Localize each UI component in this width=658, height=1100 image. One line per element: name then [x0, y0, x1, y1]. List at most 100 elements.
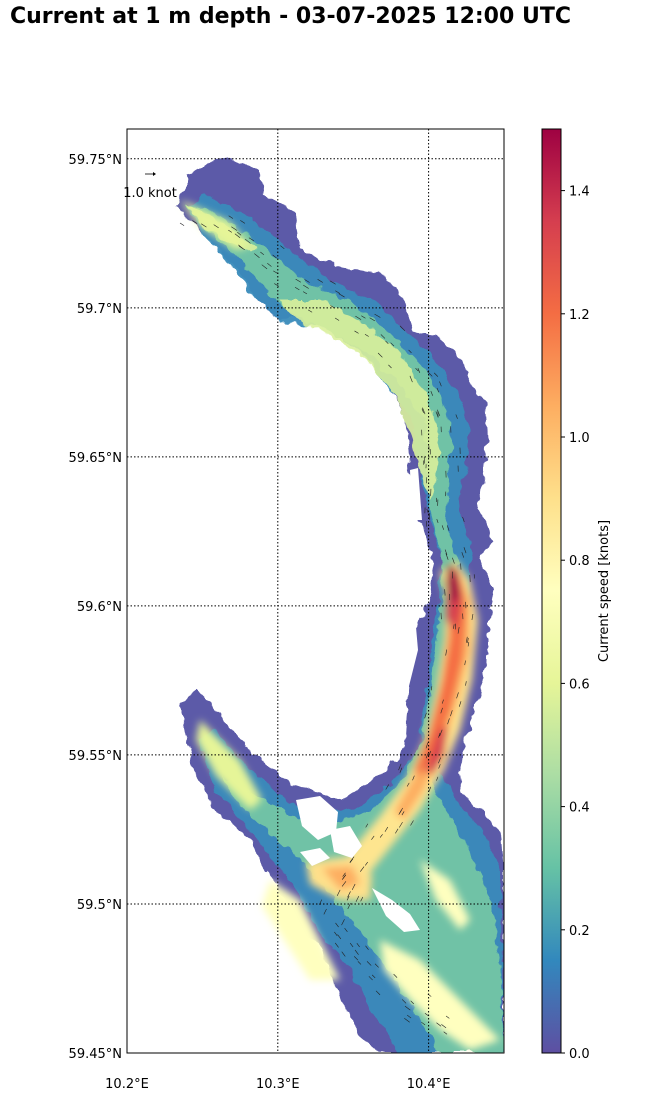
current-arrow	[433, 372, 439, 377]
current-arrow	[409, 375, 413, 383]
current-arrow	[445, 553, 449, 560]
current-arrow	[364, 333, 369, 337]
current-arrow	[408, 349, 412, 354]
current-arrow	[338, 293, 345, 298]
current-arrow	[355, 315, 362, 320]
current-arrow	[462, 516, 465, 523]
current-arrow	[344, 927, 348, 933]
current-arrow	[390, 342, 395, 347]
current-arrow	[368, 976, 373, 981]
current-arrow	[437, 409, 441, 417]
current-arrow	[360, 866, 365, 872]
current-arrow	[335, 290, 341, 294]
current-arrow	[201, 223, 207, 228]
lat-tick-label: 59.55°N	[69, 749, 122, 764]
current-arrow	[427, 371, 433, 377]
current-arrow	[393, 973, 398, 978]
current-arrow	[365, 823, 369, 828]
current-arrow	[406, 782, 410, 787]
current-arrow	[421, 408, 424, 413]
current-arrow	[467, 637, 469, 643]
current-arrow	[388, 364, 392, 369]
current-arrow	[445, 1015, 450, 1019]
current-arrow	[294, 287, 300, 291]
current-arrow	[274, 283, 280, 287]
current-arrow	[407, 1014, 412, 1019]
current-arrow	[439, 729, 443, 737]
current-arrow	[365, 945, 369, 950]
current-arrow	[385, 340, 389, 345]
current-arrow	[366, 961, 372, 966]
latitude-tick-labels: 59.45°N 59.5°N 59.55°N 59.6°N 59.65°N 59.7°N 5…	[69, 153, 122, 1062]
current-arrow	[238, 244, 243, 249]
current-arrow	[330, 305, 335, 308]
current-arrow	[371, 974, 376, 979]
current-arrow	[377, 352, 383, 358]
current-arrow	[228, 215, 234, 219]
current-arrow	[341, 951, 346, 957]
current-arrow	[342, 872, 346, 877]
current-arrow	[412, 775, 415, 781]
lat-tick-label: 59.6°N	[77, 600, 122, 615]
current-arrow	[465, 681, 467, 686]
current-arrow	[401, 999, 407, 1004]
current-arrow	[424, 712, 427, 719]
current-arrow	[436, 519, 439, 524]
current-arrow	[361, 315, 366, 319]
current-arrow	[260, 251, 265, 256]
current-arrow	[452, 557, 455, 564]
lat-tick-label: 59.5°N	[77, 898, 122, 913]
current-arrow	[398, 763, 402, 771]
current-arrow	[421, 1021, 426, 1026]
current-arrow	[354, 330, 359, 334]
colorbar-label: Current speed [knots]	[597, 520, 612, 662]
current-arrow	[428, 750, 432, 756]
current-arrow	[464, 660, 466, 666]
current-arrow	[380, 334, 386, 339]
current-arrow	[440, 707, 443, 714]
current-arrow	[355, 896, 360, 902]
current-arrow	[461, 552, 465, 558]
current-arrow	[456, 692, 459, 699]
current-arrow	[353, 956, 359, 961]
current-arrow	[404, 1018, 410, 1023]
current-arrow	[395, 828, 399, 834]
current-arrow	[341, 881, 347, 887]
current-arrow	[426, 508, 429, 514]
current-arrow	[425, 753, 429, 759]
current-arrow	[261, 264, 268, 270]
current-arrow	[346, 895, 350, 901]
current-arrow	[441, 1024, 447, 1029]
current-arrow	[453, 624, 455, 629]
current-arrows	[179, 215, 475, 1035]
current-arrow	[455, 414, 458, 419]
colorbar-tick-label: 1.4	[569, 185, 590, 200]
current-arrow	[410, 820, 414, 826]
islands	[296, 468, 422, 932]
current-arrow	[334, 942, 339, 948]
current-arrow	[375, 990, 381, 996]
current-arrow	[272, 254, 277, 259]
current-arrow	[444, 549, 448, 555]
current-arrow	[349, 942, 354, 948]
current-arrow	[436, 776, 439, 781]
colorbar: 0.0 0.2 0.4 0.6 0.8 1.0 1.2 1.4 Current speed […	[541, 128, 612, 1062]
current-arrow	[371, 835, 375, 840]
current-arrow	[441, 525, 444, 530]
current-arrow	[438, 733, 441, 738]
current-arrow	[334, 317, 340, 321]
current-arrow	[401, 811, 405, 816]
current-arrow	[428, 786, 432, 792]
current-arrow	[329, 280, 336, 285]
current-arrow	[179, 222, 185, 226]
current-arrow	[379, 834, 383, 838]
current-arrow	[267, 263, 272, 267]
current-arrow	[471, 613, 474, 621]
current-arrow	[399, 767, 403, 773]
current-arrow	[374, 963, 379, 968]
current-arrow	[398, 810, 402, 815]
colorbar-tick-label: 0.2	[569, 924, 590, 939]
current-arrow	[341, 919, 345, 926]
current-arrow	[357, 961, 362, 965]
current-arrow	[445, 649, 447, 656]
